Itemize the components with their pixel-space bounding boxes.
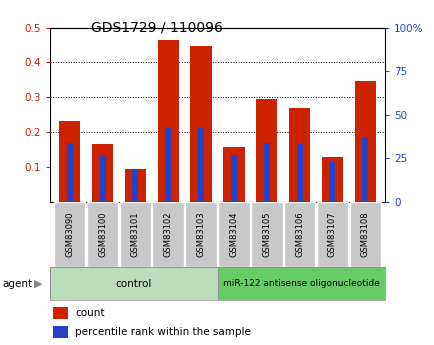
Bar bbox=[125, 169, 146, 202]
FancyBboxPatch shape bbox=[152, 203, 184, 267]
Text: percentile rank within the sample: percentile rank within the sample bbox=[75, 327, 250, 337]
Bar bbox=[197, 128, 204, 202]
Bar bbox=[288, 108, 309, 202]
FancyBboxPatch shape bbox=[316, 203, 347, 267]
Text: GSM83106: GSM83106 bbox=[294, 212, 303, 257]
FancyBboxPatch shape bbox=[119, 203, 151, 267]
FancyBboxPatch shape bbox=[283, 203, 315, 267]
Text: miR-122 antisense oligonucleotide: miR-122 antisense oligonucleotide bbox=[222, 279, 379, 288]
Text: control: control bbox=[115, 279, 151, 289]
Text: ▶: ▶ bbox=[34, 279, 43, 288]
Text: GSM83104: GSM83104 bbox=[229, 212, 238, 257]
Bar bbox=[92, 144, 113, 202]
Text: GSM83101: GSM83101 bbox=[131, 212, 140, 257]
Bar bbox=[59, 121, 80, 202]
Bar bbox=[53, 326, 68, 337]
FancyBboxPatch shape bbox=[54, 203, 85, 267]
FancyBboxPatch shape bbox=[349, 203, 380, 267]
Bar bbox=[165, 128, 171, 202]
Bar bbox=[354, 81, 375, 202]
Bar bbox=[296, 144, 302, 202]
Bar bbox=[230, 156, 237, 202]
Bar bbox=[256, 99, 277, 202]
Bar bbox=[99, 155, 105, 202]
FancyBboxPatch shape bbox=[87, 203, 118, 267]
Bar bbox=[190, 46, 211, 202]
Bar bbox=[67, 143, 72, 202]
Bar bbox=[132, 169, 138, 202]
Bar bbox=[223, 147, 244, 202]
Bar bbox=[53, 307, 68, 318]
FancyBboxPatch shape bbox=[185, 203, 216, 267]
Text: GSM83103: GSM83103 bbox=[196, 212, 205, 257]
Text: GDS1729 / 110096: GDS1729 / 110096 bbox=[90, 20, 222, 34]
Bar bbox=[329, 162, 335, 202]
Bar bbox=[263, 142, 269, 202]
Text: GSM83105: GSM83105 bbox=[262, 212, 271, 257]
Text: GSM83090: GSM83090 bbox=[65, 212, 74, 257]
Text: count: count bbox=[75, 308, 105, 318]
Text: GSM83108: GSM83108 bbox=[360, 212, 369, 257]
Bar bbox=[321, 157, 342, 202]
FancyBboxPatch shape bbox=[218, 203, 249, 267]
Text: GSM83102: GSM83102 bbox=[163, 212, 172, 257]
Text: GSM83107: GSM83107 bbox=[327, 212, 336, 257]
Text: agent: agent bbox=[2, 279, 32, 288]
Bar bbox=[217, 267, 384, 300]
Bar bbox=[362, 137, 368, 202]
FancyBboxPatch shape bbox=[250, 203, 282, 267]
Bar bbox=[157, 40, 178, 202]
Bar bbox=[50, 267, 217, 300]
Text: GSM83100: GSM83100 bbox=[98, 212, 107, 257]
